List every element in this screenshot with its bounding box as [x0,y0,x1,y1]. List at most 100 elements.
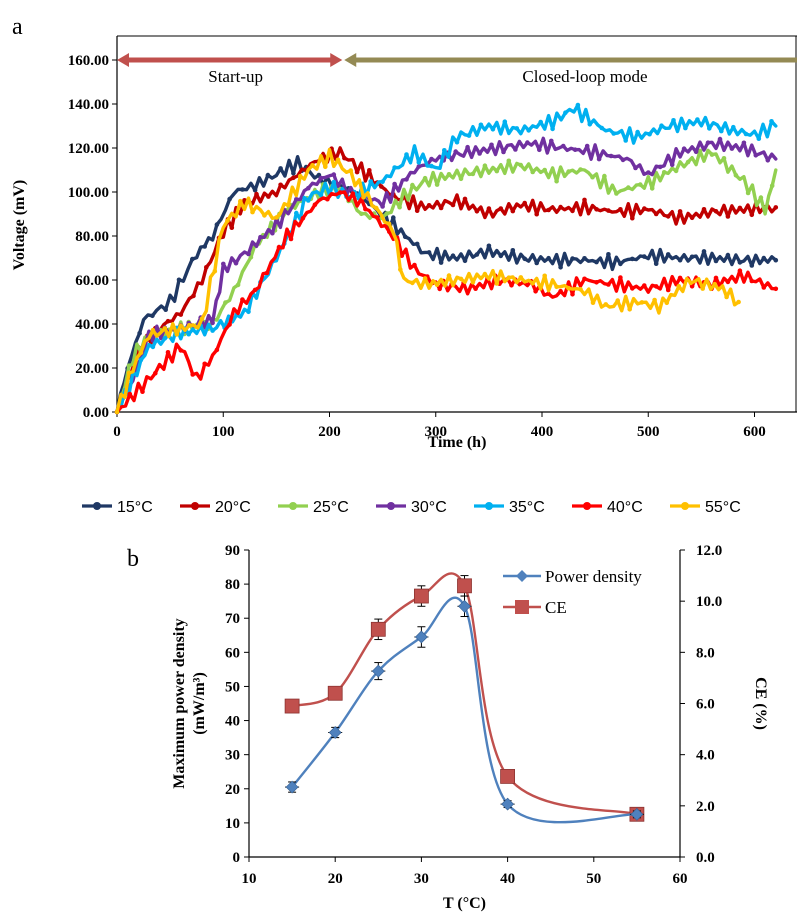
legend-label: Power density [545,567,642,586]
series-point [450,253,456,258]
series-point [174,332,180,337]
series-point [522,256,527,262]
series-point [729,146,735,151]
series-point [489,142,494,148]
series-point [466,133,472,138]
series-point [494,281,500,286]
series-point [689,254,695,260]
series-point [709,152,715,157]
series-point [554,284,559,290]
series-point [246,251,251,257]
series-point [620,157,626,163]
series-point [566,285,571,291]
panel-a-y-tick-label: 0.00 [83,405,109,421]
series-point [570,256,575,261]
series-point [534,211,539,217]
series-point [689,215,695,221]
series-point [361,195,366,200]
series-point [563,110,568,115]
series-point [537,147,542,153]
panel-a-y-tick-label: 60.00 [75,273,109,289]
series-point [713,275,719,281]
series-point [570,292,575,297]
panel-a-label: a [12,14,23,40]
series-point [178,348,184,353]
series-point [737,205,743,211]
series-point [737,260,743,265]
series-point [442,148,447,153]
series-point [331,179,337,185]
series-point [137,330,142,336]
series-point [590,300,596,306]
series-point [653,211,659,217]
series-point [525,140,530,145]
series-point [606,208,611,213]
series-point [638,182,643,187]
series-point [749,278,755,284]
legend-item-55c: 55°C [670,499,741,516]
series-point [721,156,727,161]
series-point [549,138,554,144]
panel-a-x-tick-label: 0 [113,424,121,440]
series-line [115,147,741,414]
series-point [140,389,145,395]
series-point [717,136,723,142]
series-point [404,177,409,182]
series-point [446,273,452,278]
series-point [422,175,428,181]
series-point [546,207,551,213]
series-point [225,218,230,224]
series-point [719,128,724,134]
series-point [138,357,144,363]
series-point [278,182,283,188]
series-point [494,168,500,174]
series-point [743,131,749,137]
legend-label: 55°C [705,499,741,516]
series-point [693,149,699,155]
series-point [676,284,682,289]
startup-arrow-head-left [117,53,129,67]
series-point [368,179,374,184]
panel-a-x-tick-label: 300 [425,424,448,440]
series-power-density [285,595,644,824]
series-point [534,260,539,266]
panel-b-y-tick-label: 40 [225,714,240,730]
series-point [630,286,635,291]
series-point [162,336,168,341]
series-point [386,221,392,226]
legend-item-30c: 30°C [376,499,447,516]
series-point [478,122,484,128]
legend-swatch-marker [93,502,101,510]
series-point [486,206,492,211]
panel-b-y2-axis-title: CE (%) [752,677,769,730]
series-point [429,163,434,169]
series-point [325,196,330,202]
closed-loop-arrow-head [344,53,357,67]
legend-item-35c: 35°C [474,499,545,516]
series-point [291,170,296,176]
series-point [310,163,315,168]
panel-a-y-tick-label: 80.00 [75,229,109,245]
series-point [630,256,635,262]
series-point [758,195,764,200]
series-point [773,286,779,292]
series-point [697,148,703,154]
series-point [671,118,676,123]
panel-b-label: b [127,546,139,572]
series-point [190,372,195,377]
series-point [474,252,480,257]
series-point [705,140,711,145]
series-point [240,187,245,192]
series-point [677,257,683,263]
series-point [773,257,779,263]
series-point [262,213,267,218]
panel-a-x-tick-label: 400 [531,424,554,440]
series-point [713,258,719,264]
series-point [642,254,647,259]
series-point [298,173,303,179]
series-point [294,210,299,216]
series-point [665,252,671,257]
series-point [582,276,587,282]
legend-label: 40°C [607,499,643,516]
series-point [606,252,611,257]
